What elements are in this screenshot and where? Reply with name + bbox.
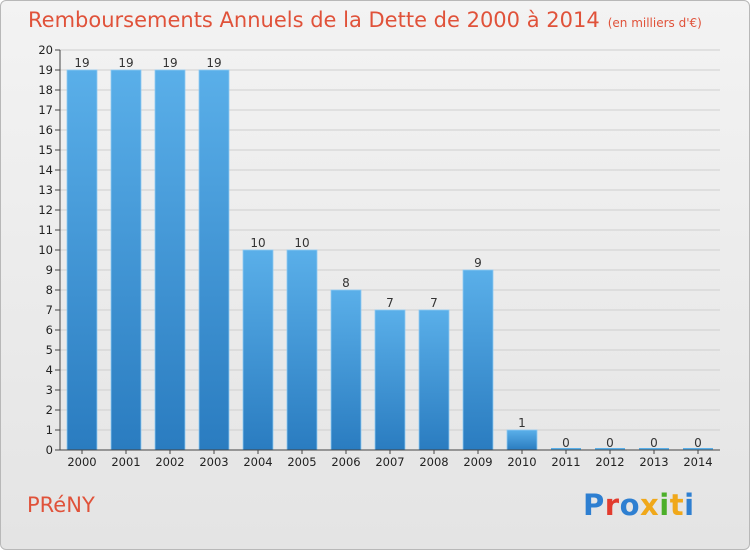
x-tick-label-2004: 2004 bbox=[243, 455, 272, 469]
x-tick-label-2013: 2013 bbox=[639, 455, 668, 469]
data-label-2001: 19 bbox=[118, 56, 133, 70]
logo-letter: t bbox=[669, 488, 685, 522]
logo-letter: o bbox=[619, 488, 641, 522]
y-tick-label: 7 bbox=[46, 303, 53, 317]
y-tick-label: 6 bbox=[46, 323, 53, 337]
data-label-2009: 9 bbox=[474, 256, 482, 270]
y-tick-label: 0 bbox=[46, 443, 53, 457]
bar-2002 bbox=[154, 69, 186, 451]
x-tick-label-2005: 2005 bbox=[287, 455, 316, 469]
data-label-2002: 19 bbox=[162, 56, 177, 70]
bar-2007 bbox=[374, 309, 406, 451]
x-tick-label-2002: 2002 bbox=[155, 455, 184, 469]
bar-2010 bbox=[506, 429, 538, 451]
x-tick-label-2009: 2009 bbox=[463, 455, 492, 469]
bar-2006 bbox=[330, 289, 362, 451]
y-tick-label: 11 bbox=[38, 223, 53, 237]
y-tick-label: 20 bbox=[38, 43, 53, 57]
logo-letter: P bbox=[583, 488, 605, 522]
logo-letter: x bbox=[640, 488, 660, 522]
location-label: PRéNY bbox=[27, 493, 95, 517]
y-tick-label: 8 bbox=[46, 283, 53, 297]
y-tick-label: 9 bbox=[46, 263, 53, 277]
bar-2000 bbox=[66, 69, 98, 451]
y-tick-label: 2 bbox=[46, 403, 53, 417]
x-tick-label-2011: 2011 bbox=[551, 455, 580, 469]
chart-title-main: Remboursements Annuels de la Dette de 20… bbox=[28, 8, 600, 32]
chart-title-unit: (en milliers d'€) bbox=[607, 16, 702, 30]
proxiti-logo: Proxiti bbox=[583, 488, 695, 522]
data-label-2000: 19 bbox=[74, 56, 89, 70]
data-label-2012: 0 bbox=[606, 436, 614, 450]
data-label-2005: 10 bbox=[294, 236, 309, 250]
data-label-2014: 0 bbox=[694, 436, 702, 450]
y-tick-label: 16 bbox=[38, 123, 53, 137]
data-label-2013: 0 bbox=[650, 436, 658, 450]
bar-2003 bbox=[198, 69, 230, 451]
bar-2009 bbox=[462, 269, 494, 451]
x-tick-label-2003: 2003 bbox=[199, 455, 228, 469]
y-tick-label: 4 bbox=[46, 363, 53, 377]
bar-2004 bbox=[242, 249, 274, 451]
y-tick-label: 5 bbox=[46, 343, 53, 357]
y-tick-label: 10 bbox=[38, 243, 53, 257]
data-label-2008: 7 bbox=[430, 296, 438, 310]
chart-title: Remboursements Annuels de la Dette de 20… bbox=[28, 8, 702, 32]
x-tick-label-2000: 2000 bbox=[67, 455, 96, 469]
data-label-2010: 1 bbox=[518, 416, 526, 430]
y-tick-label: 3 bbox=[46, 383, 53, 397]
bar-2008 bbox=[418, 309, 450, 451]
y-tick-label: 1 bbox=[46, 423, 53, 437]
bars bbox=[66, 69, 713, 451]
y-tick-label: 12 bbox=[38, 203, 53, 217]
y-tick-label: 17 bbox=[38, 103, 53, 117]
x-tick-label-2007: 2007 bbox=[375, 455, 404, 469]
data-label-2003: 19 bbox=[206, 56, 221, 70]
y-tick-label: 18 bbox=[38, 83, 53, 97]
x-tick-label-2006: 2006 bbox=[331, 455, 360, 469]
logo-letter: i bbox=[659, 488, 670, 522]
y-tick-label: 15 bbox=[38, 143, 53, 157]
data-label-2006: 8 bbox=[342, 276, 350, 290]
x-tick-label-2012: 2012 bbox=[595, 455, 624, 469]
logo-letter: r bbox=[604, 488, 620, 522]
x-tick-label-2010: 2010 bbox=[507, 455, 536, 469]
x-tick-label-2014: 2014 bbox=[683, 455, 712, 469]
logo-letter: i bbox=[684, 488, 695, 522]
data-label-2004: 10 bbox=[250, 236, 265, 250]
y-tick-label: 14 bbox=[38, 163, 53, 177]
y-tick-label: 19 bbox=[38, 63, 53, 77]
y-tick-label: 13 bbox=[38, 183, 53, 197]
x-tick-label-2001: 2001 bbox=[111, 455, 140, 469]
x-tick-label-2008: 2008 bbox=[419, 455, 448, 469]
bar-2005 bbox=[286, 249, 318, 451]
data-label-2011: 0 bbox=[562, 436, 570, 450]
data-label-2007: 7 bbox=[386, 296, 394, 310]
bar-2001 bbox=[110, 69, 142, 451]
